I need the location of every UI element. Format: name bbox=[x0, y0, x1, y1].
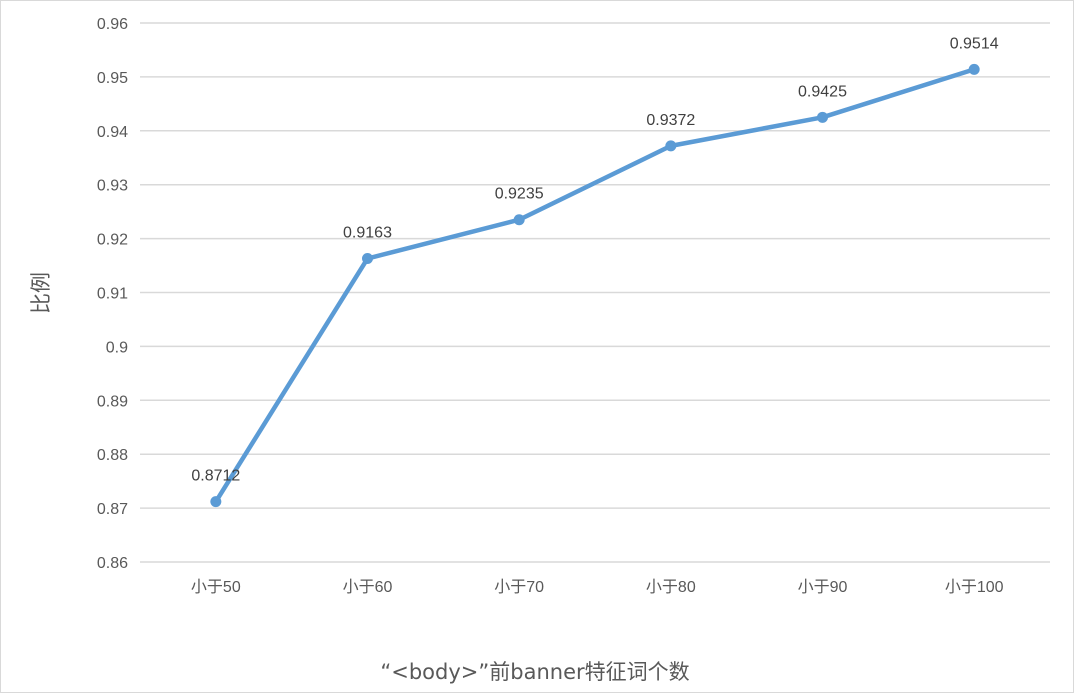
x-axis-title: “<body>”前banner特征词个数 bbox=[380, 660, 689, 684]
y-axis-title: 比例 bbox=[29, 272, 53, 314]
x-tick-labels: 小于50 小于60 小于70 小于80 小于90 小于100 bbox=[191, 578, 1004, 596]
data-point bbox=[665, 140, 677, 152]
x-tick-label: 小于100 bbox=[945, 578, 1004, 596]
gridlines bbox=[140, 22, 1050, 563]
data-label: 0.9163 bbox=[343, 225, 392, 242]
data-label: 0.9235 bbox=[495, 186, 544, 203]
y-tick-label: 0.96 bbox=[97, 16, 128, 33]
y-tick-label: 0.91 bbox=[97, 286, 128, 303]
y-tick-label: 0.94 bbox=[97, 124, 128, 141]
y-tick-label: 0.92 bbox=[97, 232, 128, 249]
series bbox=[210, 63, 980, 508]
x-tick-label: 小于90 bbox=[798, 578, 848, 596]
y-tick-labels: 0.86 0.87 0.88 0.89 0.9 0.91 0.92 0.93 0.94 0.95 0… bbox=[97, 16, 128, 572]
y-tick-label: 0.86 bbox=[97, 555, 128, 572]
data-point bbox=[210, 496, 222, 508]
x-tick-label: 小于70 bbox=[494, 578, 544, 596]
data-labels: 0.8712 0.9163 0.9235 0.9372 0.9425 0.9514 bbox=[191, 35, 998, 484]
x-tick-label: 小于60 bbox=[343, 578, 393, 596]
series-line bbox=[213, 67, 977, 504]
x-tick-label: 小于80 bbox=[646, 578, 696, 596]
data-point bbox=[817, 111, 828, 123]
data-point bbox=[968, 63, 980, 75]
y-tick-label: 0.93 bbox=[97, 178, 128, 195]
y-tick-label: 0.95 bbox=[97, 70, 128, 87]
data-label: 0.9425 bbox=[798, 83, 847, 100]
y-tick-label: 0.87 bbox=[97, 501, 128, 518]
data-label: 0.8712 bbox=[191, 468, 240, 485]
data-label: 0.9372 bbox=[646, 112, 695, 129]
y-tick-label: 0.9 bbox=[106, 339, 128, 356]
data-point bbox=[513, 214, 525, 226]
data-point bbox=[362, 253, 373, 265]
y-tick-label: 0.88 bbox=[97, 447, 128, 464]
x-tick-label: 小于50 bbox=[191, 578, 241, 596]
data-label: 0.9514 bbox=[950, 35, 999, 52]
y-tick-label: 0.89 bbox=[97, 393, 128, 410]
